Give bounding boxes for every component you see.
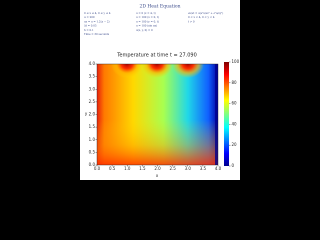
y-tick-label: 2.5 xyxy=(89,99,96,104)
y-tick-label: 3.0 xyxy=(89,86,96,91)
y-tick-label: 4.0 xyxy=(89,61,96,66)
x-tick-label: 4.0 xyxy=(215,166,222,171)
equation-line: Δt = 0.05 xyxy=(84,24,97,28)
x-tick-label: 2.5 xyxy=(169,166,176,171)
x-tick-label: 1.5 xyxy=(139,166,146,171)
colorbar-tick-label: 100 xyxy=(232,59,240,64)
equation-line: ux = u = 1.2(x − 2) xyxy=(84,19,110,23)
x-tick-label: 0.0 xyxy=(94,166,101,171)
y-tick-label: 3.5 xyxy=(89,74,96,79)
x-tick-label: 3.5 xyxy=(200,166,207,171)
y-tick-label: 0.5 xyxy=(89,149,96,154)
equation-line: ∂u/∂t = α(∂²u/∂x² + ∂²u/∂y²) xyxy=(188,11,223,15)
equation-line: 0 ≤ x ≤ 4, 0 ≤ y ≤ 4 xyxy=(84,11,111,15)
x-tick-label: 3.0 xyxy=(185,166,192,171)
equation-line: u = 100 (sin πx) xyxy=(136,24,157,28)
equation-line: α = 200 xyxy=(84,15,95,19)
heatmap xyxy=(97,64,218,165)
x-tick-label: 2.0 xyxy=(154,166,161,171)
equation-line: h = 0.1 xyxy=(84,28,94,32)
colorbar-tick-label: 60 xyxy=(232,101,238,106)
page: {"header": {"title": "2D Heat Equation",… xyxy=(80,0,240,180)
x-axis-label: x xyxy=(156,173,159,178)
colorbar-tick-label: 20 xyxy=(232,142,238,147)
equation-line: u(x, y, 0) = 0 xyxy=(136,28,153,32)
equation-line: u = 100 (y = 0, t) xyxy=(136,19,159,23)
equation-line: 0 < x < 4, 0 < y < 4 xyxy=(188,15,215,19)
y-tick-label: 2.0 xyxy=(89,112,96,117)
equation-line: Time = 30 seconds xyxy=(84,32,110,36)
y-axis-label: y xyxy=(85,111,88,116)
colorbar-tick-label: 0 xyxy=(232,163,235,168)
chart: 2D Heat Equation 0 ≤ x ≤ 4, 0 ≤ y ≤ 4α =… xyxy=(84,4,240,179)
colorbar xyxy=(224,62,229,166)
page-title: 2D Heat Equation xyxy=(139,4,180,10)
colorbar-tick-label: 40 xyxy=(232,121,238,126)
y-tick-label: 0.0 xyxy=(89,162,96,167)
equation-line: u = 100 (x = 0, t) xyxy=(136,15,159,19)
y-tick-label: 1.0 xyxy=(89,137,96,142)
chart-title: Temperature at time t = 27.090 xyxy=(116,53,197,59)
x-tick-label: 1.0 xyxy=(124,166,131,171)
x-tick-label: 0.5 xyxy=(109,166,116,171)
colorbar-tick-label: 80 xyxy=(232,80,238,85)
equation-line: t > 0 xyxy=(188,19,195,23)
equation-line: u = 0 (x = 4, t) xyxy=(136,11,156,15)
y-tick-label: 1.5 xyxy=(89,124,96,129)
